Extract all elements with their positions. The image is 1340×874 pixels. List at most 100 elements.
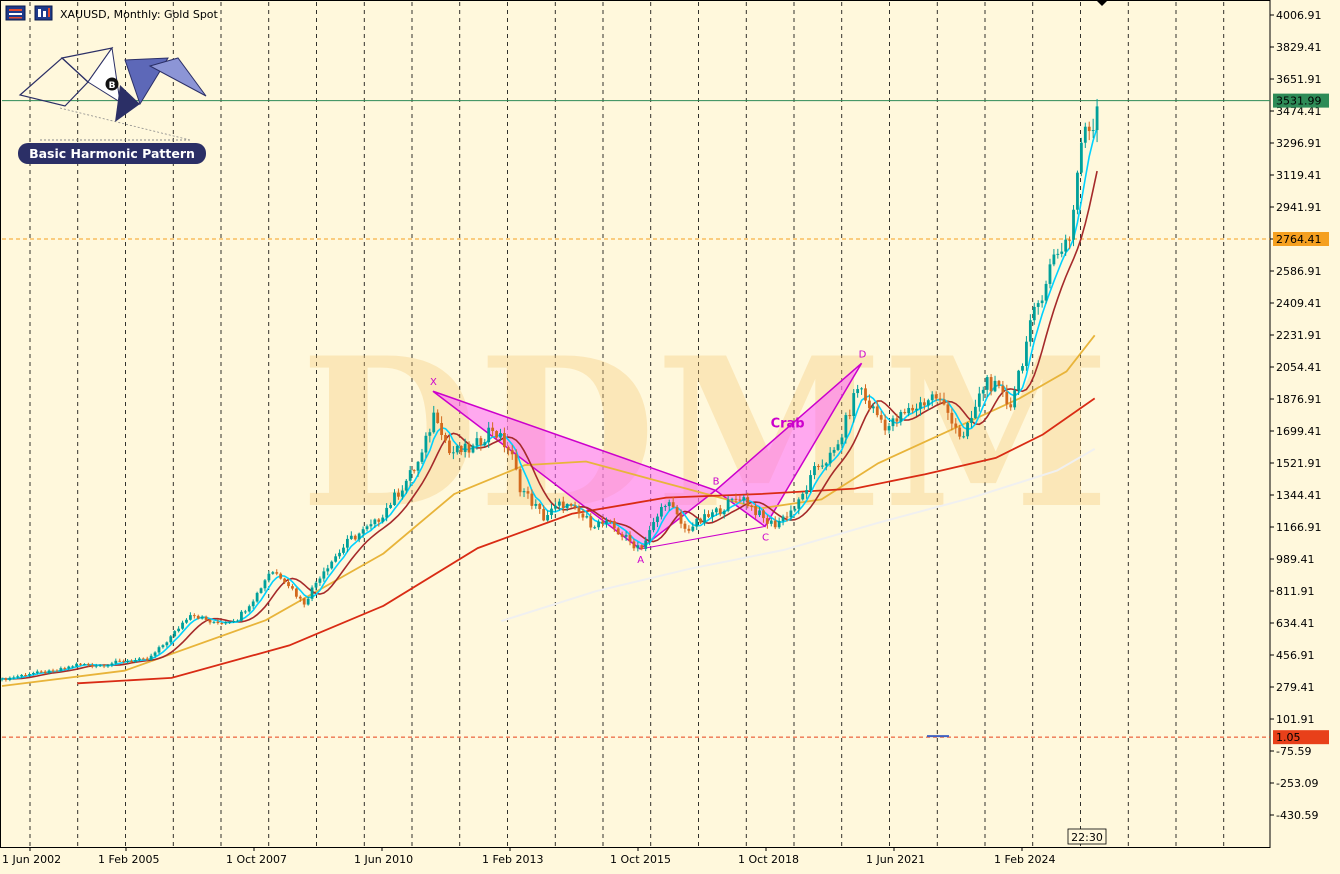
candle[interactable]	[436, 409, 440, 424]
candle[interactable]	[240, 610, 243, 622]
candle[interactable]	[412, 469, 416, 474]
candle[interactable]	[287, 579, 290, 589]
candle[interactable]	[483, 438, 487, 447]
candle[interactable]	[1040, 295, 1044, 308]
candle[interactable]	[275, 569, 279, 576]
candle[interactable]	[656, 513, 659, 528]
candle[interactable]	[824, 461, 828, 471]
candle[interactable]	[809, 470, 812, 493]
candle[interactable]	[844, 412, 848, 444]
candle[interactable]	[141, 657, 145, 660]
candle[interactable]	[946, 400, 950, 420]
candle[interactable]	[43, 670, 47, 675]
candle[interactable]	[349, 531, 353, 540]
candle[interactable]	[314, 580, 318, 591]
candle[interactable]	[94, 663, 98, 669]
candle[interactable]	[267, 571, 271, 583]
candle[interactable]	[644, 536, 648, 552]
candle[interactable]	[605, 517, 608, 528]
candle[interactable]	[597, 519, 600, 530]
candle[interactable]	[589, 513, 593, 531]
candle[interactable]	[463, 438, 467, 458]
candle[interactable]	[491, 422, 495, 437]
candle[interactable]	[793, 506, 797, 513]
candle[interactable]	[471, 443, 475, 454]
candle[interactable]	[118, 658, 122, 662]
candle[interactable]	[887, 422, 891, 434]
candle[interactable]	[1028, 314, 1032, 347]
candle[interactable]	[487, 421, 491, 448]
candle[interactable]	[699, 517, 703, 525]
candle[interactable]	[769, 518, 773, 527]
candle[interactable]	[63, 666, 67, 670]
candle[interactable]	[130, 659, 133, 663]
candle[interactable]	[1036, 300, 1040, 315]
candle[interactable]	[32, 671, 35, 676]
candle[interactable]	[404, 479, 408, 494]
harmonic-pattern[interactable]	[432, 362, 863, 550]
candle[interactable]	[114, 658, 118, 665]
candle[interactable]	[608, 519, 612, 524]
candle[interactable]	[1052, 249, 1056, 267]
candle[interactable]	[291, 584, 294, 591]
candle[interactable]	[47, 669, 51, 675]
candle[interactable]	[51, 668, 55, 673]
candle[interactable]	[864, 384, 867, 404]
candle[interactable]	[632, 538, 636, 551]
candle[interactable]	[860, 387, 863, 395]
candle[interactable]	[938, 392, 942, 405]
candle[interactable]	[628, 531, 632, 546]
candle[interactable]	[98, 664, 102, 668]
candle[interactable]	[836, 439, 840, 452]
candle[interactable]	[137, 657, 141, 662]
candle[interactable]	[762, 508, 765, 523]
candle[interactable]	[919, 396, 922, 416]
candle[interactable]	[954, 418, 958, 434]
candle[interactable]	[832, 447, 836, 457]
candle[interactable]	[83, 663, 86, 666]
candle[interactable]	[283, 577, 286, 584]
candle[interactable]	[852, 389, 856, 423]
candle[interactable]	[1044, 280, 1048, 304]
candle[interactable]	[459, 445, 463, 456]
candle[interactable]	[165, 641, 169, 648]
candle[interactable]	[695, 517, 699, 530]
candle[interactable]	[612, 518, 616, 532]
candle[interactable]	[134, 657, 137, 664]
candle[interactable]	[754, 503, 757, 519]
candle[interactable]	[817, 464, 820, 471]
candle[interactable]	[813, 462, 816, 480]
candle[interactable]	[1060, 242, 1064, 258]
candle[interactable]	[1021, 363, 1024, 374]
candle[interactable]	[840, 433, 844, 449]
candle[interactable]	[542, 505, 546, 522]
candle[interactable]	[373, 518, 377, 529]
candle[interactable]	[911, 404, 914, 414]
candle[interactable]	[342, 543, 345, 555]
candle[interactable]	[805, 485, 809, 499]
candle[interactable]	[499, 428, 502, 441]
candle[interactable]	[432, 405, 436, 434]
candle[interactable]	[330, 560, 334, 570]
candle[interactable]	[503, 427, 506, 453]
candle[interactable]	[1079, 137, 1083, 177]
candle[interactable]	[67, 665, 71, 671]
candle[interactable]	[750, 504, 754, 511]
candle[interactable]	[518, 467, 522, 497]
candle[interactable]	[522, 488, 526, 498]
candle[interactable]	[71, 665, 75, 669]
candle[interactable]	[444, 432, 447, 444]
candle[interactable]	[247, 604, 251, 613]
candle[interactable]	[679, 509, 683, 529]
candle[interactable]	[514, 449, 518, 471]
chart-type-icon[interactable]	[34, 5, 53, 21]
candle[interactable]	[1009, 397, 1013, 411]
candle[interactable]	[161, 644, 165, 649]
candle[interactable]	[1087, 121, 1091, 141]
candle[interactable]	[302, 597, 306, 608]
candle[interactable]	[236, 619, 239, 622]
candle[interactable]	[989, 374, 993, 396]
candle[interactable]	[675, 504, 679, 516]
candle[interactable]	[573, 501, 577, 510]
